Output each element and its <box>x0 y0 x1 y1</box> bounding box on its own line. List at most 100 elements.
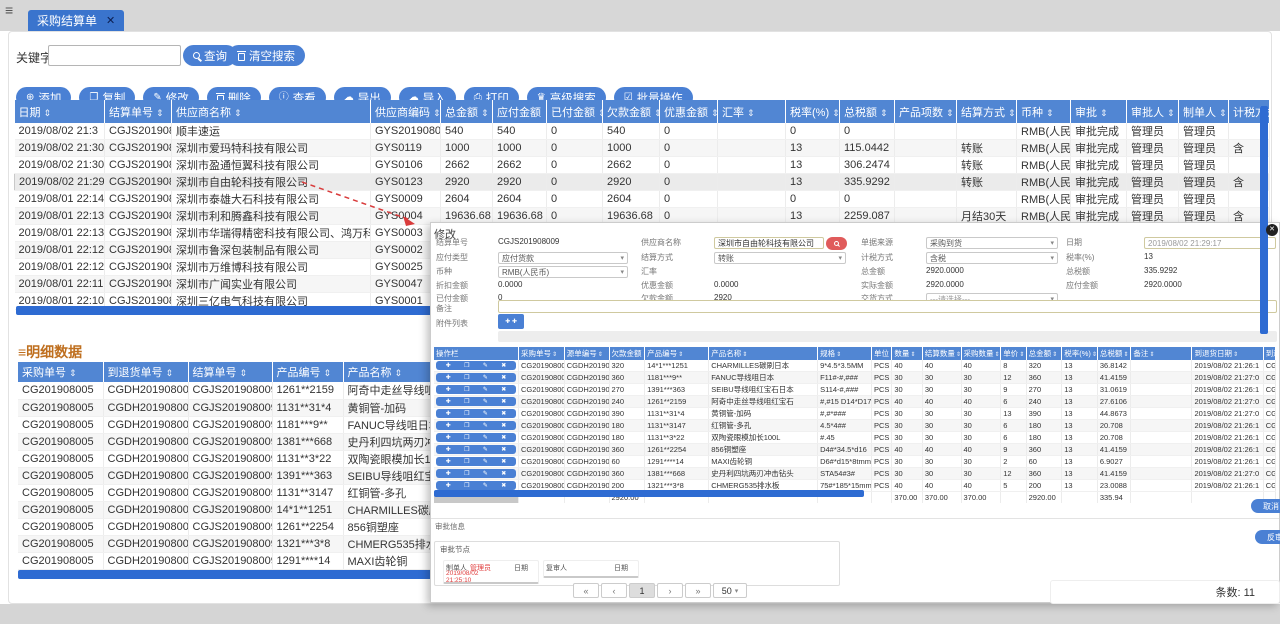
supplier-search-button[interactable] <box>826 237 847 250</box>
column-header[interactable]: 总金额⇕ <box>1026 347 1063 360</box>
row-copy-icon[interactable]: ❐ <box>464 362 470 369</box>
table-row[interactable]: ✚❐✎✖CG201908005CGDH2019083601261**225485… <box>434 443 1277 456</box>
row-action-buttons[interactable]: ✚ ❐ ✎ ✖ <box>436 433 516 442</box>
column-header[interactable]: 审批 ⇕ <box>1070 100 1127 123</box>
column-header[interactable]: 数量⇕ <box>891 347 923 360</box>
column-header[interactable]: 制单人 ⇕ <box>1178 100 1229 123</box>
row-delete-icon[interactable]: ✖ <box>501 434 507 441</box>
row-delete-icon[interactable]: ✖ <box>501 482 507 489</box>
page-size-select[interactable]: 50 ▾ <box>713 583 747 598</box>
row-delete-icon[interactable]: ✖ <box>501 374 507 381</box>
table-row[interactable]: ✚❐✎✖CG201908005CGDH2019083901131**31*4黄铜… <box>434 407 1277 420</box>
remark-input[interactable] <box>498 300 1277 313</box>
tab-purchase-settlement[interactable]: 采购结算单 ✕ <box>28 10 125 31</box>
column-header[interactable]: 计税方式⇕ <box>1228 100 1270 123</box>
main-table-vertical-scrollbar[interactable] <box>1260 106 1268 334</box>
row-delete-icon[interactable]: ✖ <box>501 410 507 417</box>
table-row[interactable]: ✚❐✎✖CG201908005CGDH2019082401261**2159阿奇… <box>434 395 1277 408</box>
row-copy-icon[interactable]: ❐ <box>464 458 470 465</box>
row-edit-icon[interactable]: ✎ <box>482 446 488 453</box>
row-copy-icon[interactable]: ❐ <box>464 482 470 489</box>
table-row[interactable]: ✚❐✎✖CG201908005CGDH2019083601381***668史丹… <box>434 467 1277 480</box>
source-select[interactable]: 采购到货 ▾ <box>926 237 1058 249</box>
table-row[interactable]: ✚❐✎✖CG201908005CGDH20190832014*1***1251C… <box>434 360 1277 372</box>
cancel-button[interactable]: 取消 <box>1251 499 1280 513</box>
page-next-button[interactable]: › <box>657 583 683 598</box>
column-header[interactable]: 供应商编码 ⇕ <box>370 100 441 123</box>
table-row[interactable]: ✚❐✎✖CG201908005CGDH201908601291****14MAX… <box>434 455 1277 468</box>
column-header[interactable]: 欠款金额⇕ <box>609 347 646 360</box>
column-header[interactable]: 单位⇕ <box>871 347 893 360</box>
row-add-icon[interactable]: ✚ <box>445 422 451 429</box>
column-header[interactable]: 操作栏 <box>434 347 519 360</box>
row-add-icon[interactable]: ✚ <box>445 434 451 441</box>
column-header[interactable]: 产品编号⇕ <box>644 347 710 360</box>
column-header[interactable]: 税率(%)⇕ <box>785 100 840 123</box>
row-add-icon[interactable]: ✚ <box>445 470 451 477</box>
row-copy-icon[interactable]: ❐ <box>464 446 470 453</box>
column-header[interactable]: 规格⇕ <box>817 347 872 360</box>
recheck-button[interactable]: 反审 <box>1255 530 1280 544</box>
table-row[interactable]: 2019/08/02 21:3CGJS201908012顺丰速运GYS20190… <box>14 123 1270 140</box>
row-edit-icon[interactable]: ✎ <box>482 434 488 441</box>
row-add-icon[interactable]: ✚ <box>445 398 451 405</box>
row-copy-icon[interactable]: ❐ <box>464 410 470 417</box>
table-row[interactable]: ✚❐✎✖CG201908005CGDH2019082701391***363SE… <box>434 383 1277 396</box>
clear-search-button[interactable]: 清空搜索 <box>228 45 305 66</box>
row-delete-icon[interactable]: ✖ <box>501 422 507 429</box>
row-copy-icon[interactable]: ❐ <box>464 422 470 429</box>
column-header[interactable]: 产品项数 ⇕ <box>894 100 957 123</box>
row-edit-icon[interactable]: ✎ <box>482 482 488 489</box>
row-delete-icon[interactable]: ✖ <box>501 398 507 405</box>
table-row[interactable]: 2019/08/01 22:14CGJS201908008深圳市泰雄大石科技有限… <box>14 190 1270 208</box>
column-header[interactable]: 到退货日期⇕ <box>1191 347 1264 360</box>
row-add-icon[interactable]: ✚ <box>445 410 451 417</box>
table-row[interactable]: 2019/08/02 21:30CGJS201908011深圳市爱玛特科技有限公… <box>14 139 1270 157</box>
column-header[interactable]: 供应商名称 ⇕ <box>171 100 371 123</box>
row-edit-icon[interactable]: ✎ <box>482 458 488 465</box>
column-header[interactable]: 结算单号 ⇕ <box>188 362 273 382</box>
row-edit-icon[interactable]: ✎ <box>482 386 488 393</box>
row-edit-icon[interactable]: ✎ <box>482 374 488 381</box>
row-delete-icon[interactable]: ✖ <box>501 386 507 393</box>
pay-type-select[interactable]: 应付货款 ▾ <box>498 252 628 264</box>
table-row[interactable]: 2019/08/02 21:29CGJS201908009深圳市自由轮科技有限公… <box>14 173 1270 191</box>
supplier-input[interactable]: 深圳市自由轮科技有限公司 <box>714 237 824 249</box>
row-action-buttons[interactable]: ✚ ❐ ✎ ✖ <box>436 469 516 478</box>
row-action-buttons[interactable]: ✚ ❐ ✎ ✖ <box>436 481 516 490</box>
table-row[interactable]: CG201908005 CGDH201908006 CGJS201908009 113… <box>18 450 564 468</box>
row-action-buttons[interactable]: ✚ ❐ ✎ ✖ <box>436 457 516 466</box>
row-action-buttons[interactable]: ✚ ❐ ✎ ✖ <box>436 385 516 394</box>
row-copy-icon[interactable]: ❐ <box>464 386 470 393</box>
column-header[interactable]: 总金额⇕ <box>440 100 493 123</box>
hamburger-menu-icon[interactable]: ≡ <box>5 2 14 18</box>
page-last-button[interactable]: » <box>685 583 711 598</box>
tab-close-icon[interactable]: ✕ <box>106 15 116 27</box>
column-header[interactable]: 单价⇕ <box>1000 347 1027 360</box>
page-current-button[interactable]: 1 <box>629 583 655 598</box>
row-edit-icon[interactable]: ✎ <box>482 470 488 477</box>
modal-table-horizontal-scrollbar[interactable] <box>434 490 864 497</box>
column-header[interactable]: 欠款金额⇕ <box>602 100 660 123</box>
attachment-upload-button[interactable]: ✚ ✚ <box>498 314 524 329</box>
column-header[interactable]: 采购数量⇕ <box>961 347 1002 360</box>
query-button[interactable]: 查询 <box>183 45 237 66</box>
column-header[interactable]: 源单编号⇕ <box>564 347 610 360</box>
column-header[interactable]: 结算单号 ⇕ <box>104 100 172 123</box>
row-delete-icon[interactable]: ✖ <box>501 470 507 477</box>
column-header[interactable]: 日期 ⇕ <box>14 100 105 123</box>
detail-table-horizontal-scrollbar[interactable] <box>18 570 563 579</box>
column-header[interactable]: 结算方式 ⇕ <box>956 100 1017 123</box>
row-edit-icon[interactable]: ✎ <box>482 422 488 429</box>
row-action-buttons[interactable]: ✚ ❐ ✎ ✖ <box>436 397 516 406</box>
row-edit-icon[interactable]: ✎ <box>482 362 488 369</box>
table-row[interactable]: ✚❐✎✖CG201908005CGDH2019081801131**3*22双陶… <box>434 431 1277 444</box>
row-delete-icon[interactable]: ✖ <box>501 362 507 369</box>
settle-method-select[interactable]: 转账 ▾ <box>714 252 846 264</box>
row-action-buttons[interactable]: ✚ ❐ ✎ ✖ <box>436 409 516 418</box>
row-add-icon[interactable]: ✚ <box>445 386 451 393</box>
column-header[interactable]: 币种 ⇕ <box>1016 100 1071 123</box>
row-add-icon[interactable]: ✚ <box>445 362 451 369</box>
row-edit-icon[interactable]: ✎ <box>482 398 488 405</box>
row-delete-icon[interactable]: ✖ <box>501 446 507 453</box>
